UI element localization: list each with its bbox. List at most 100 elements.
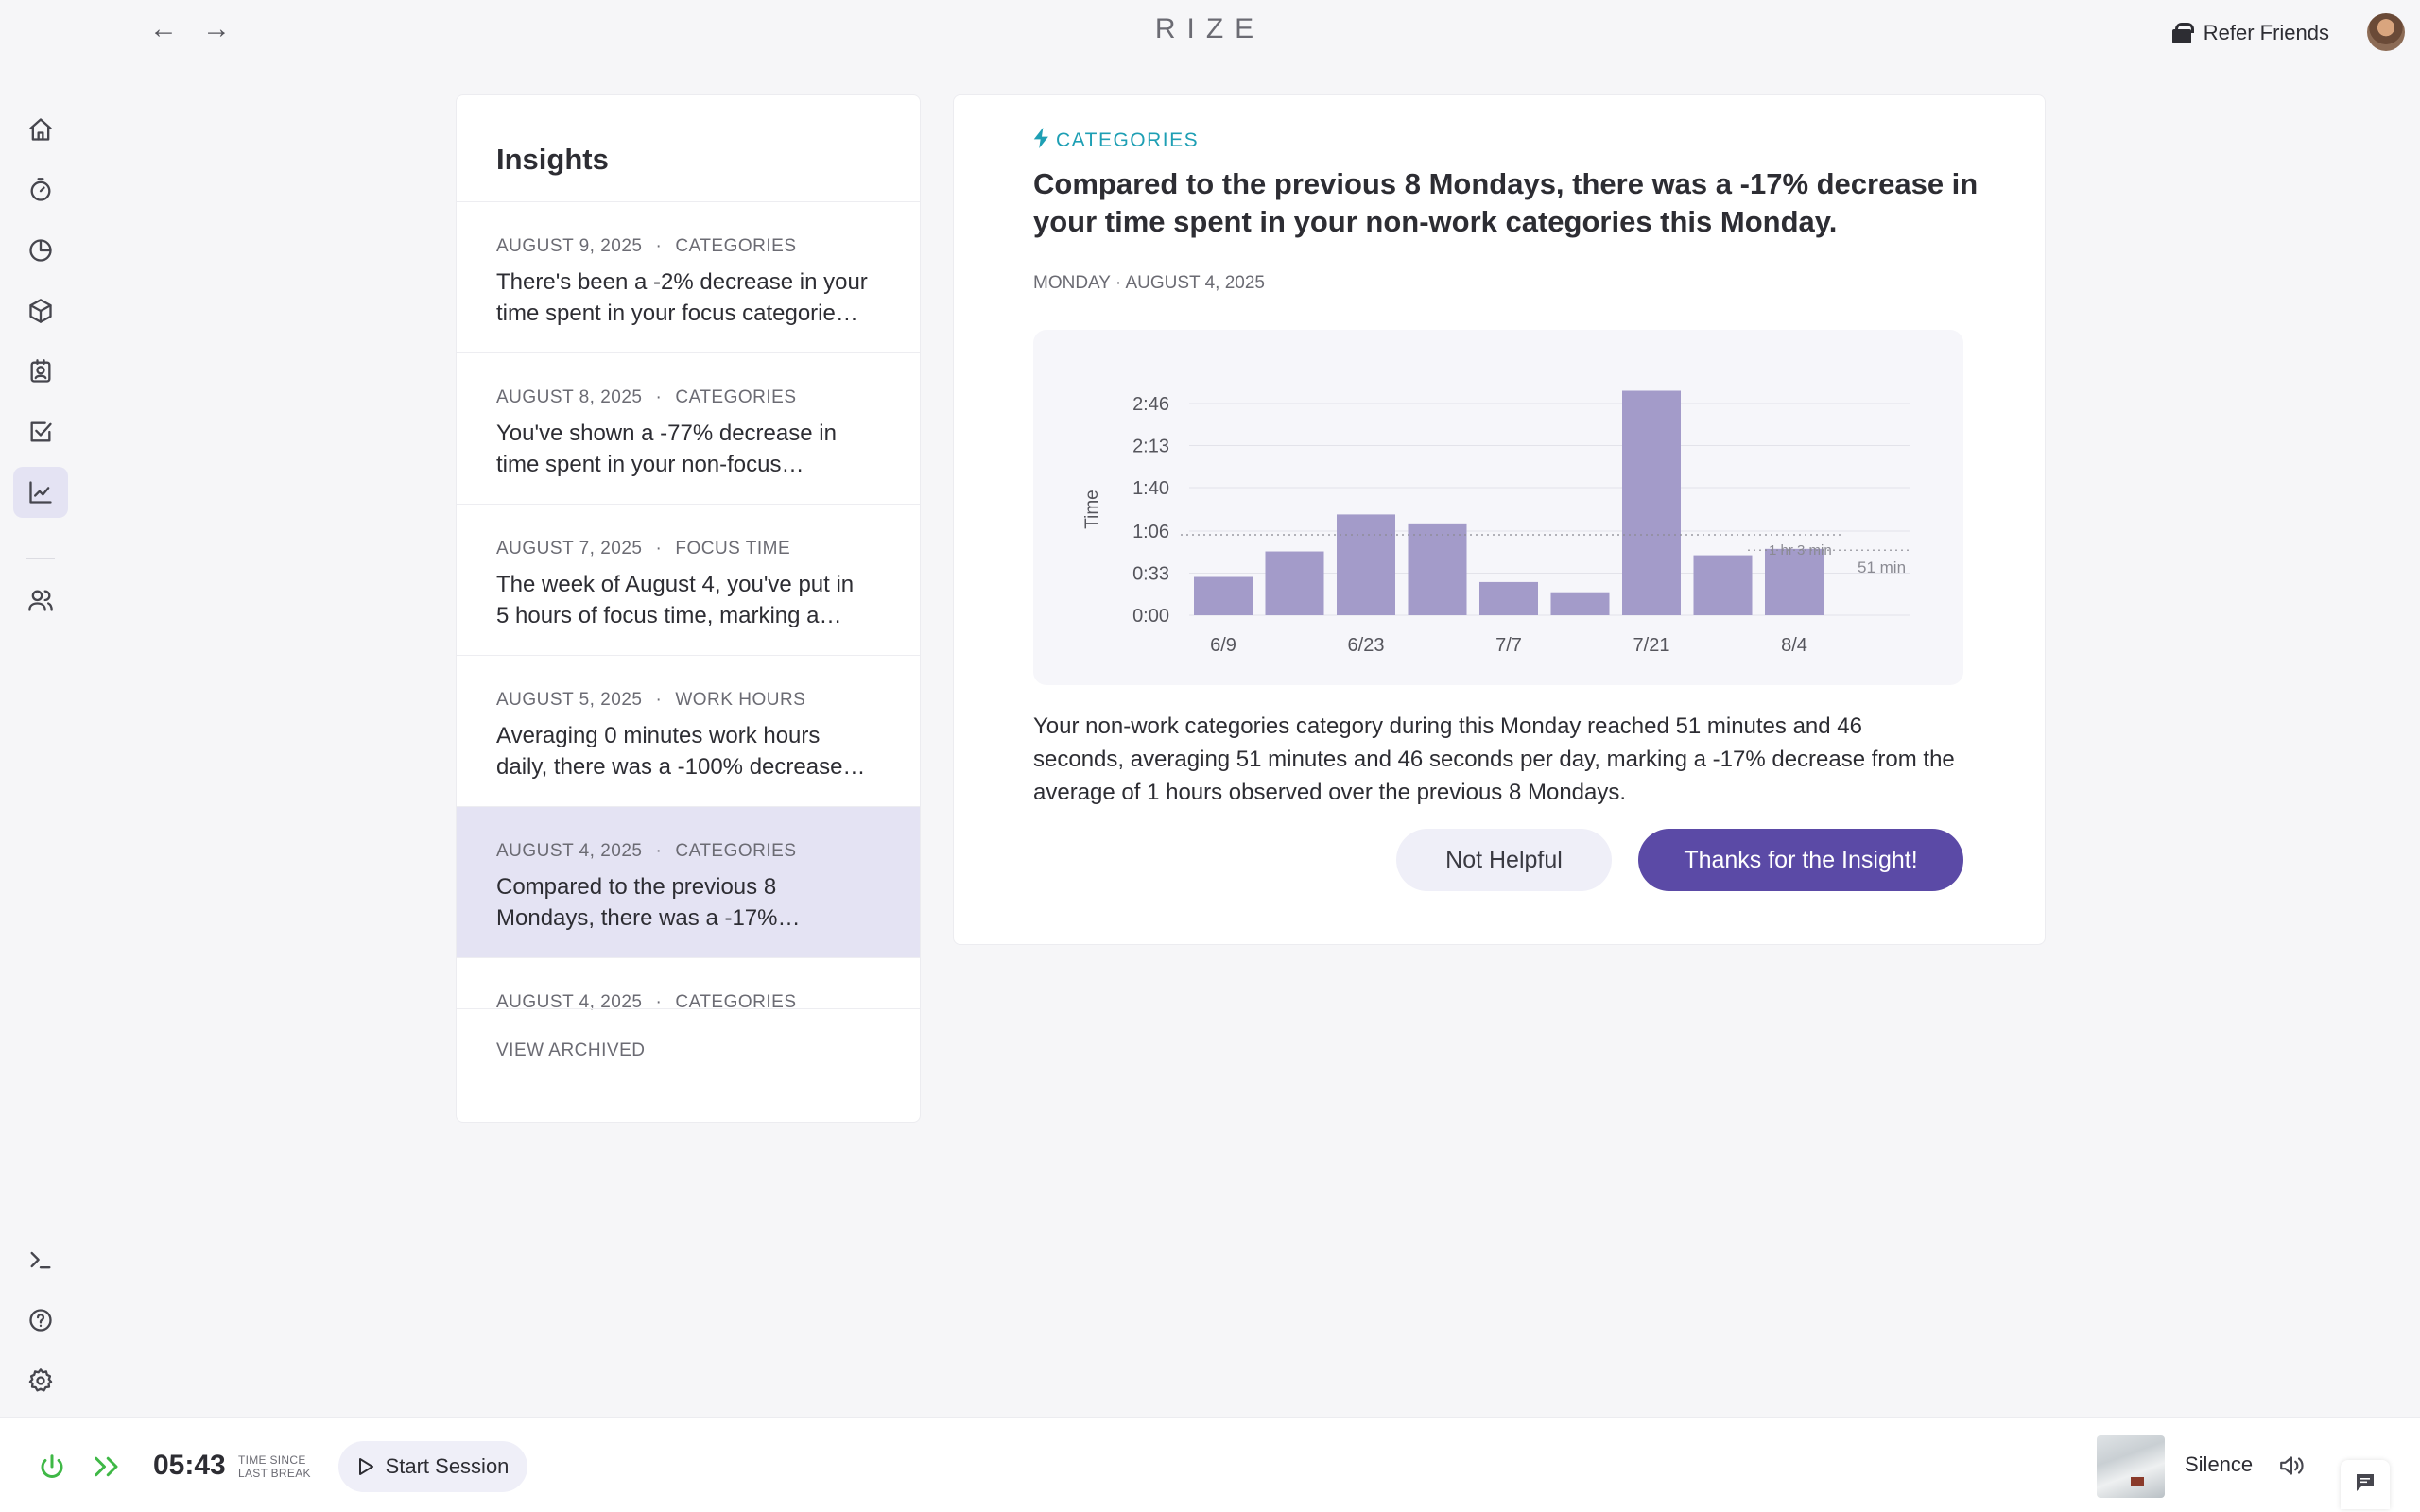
chart-bar xyxy=(1550,592,1610,615)
insights-list-panel: Insights AUGUST 9, 2025 · CATEGORIES There… xyxy=(456,94,921,1123)
sidebar-item-tasks[interactable] xyxy=(13,406,68,457)
play-icon xyxy=(357,1457,374,1476)
timer-label-line: TIME SINCE xyxy=(238,1453,306,1467)
item-category: CATEGORIES xyxy=(675,992,797,1012)
item-date: AUGUST 8, 2025 xyxy=(496,387,643,407)
line-chart-icon xyxy=(29,481,52,504)
box-icon xyxy=(29,299,52,323)
view-archived-link[interactable]: VIEW ARCHIVED xyxy=(496,1040,646,1060)
pie-chart-icon xyxy=(29,239,52,262)
item-text-line: Compared to the previous 8 xyxy=(496,874,777,900)
music-name: Silence xyxy=(2185,1452,2254,1476)
chat-icon xyxy=(2354,1471,2377,1499)
avatar[interactable] xyxy=(2367,13,2405,51)
item-category: WORK HOURS xyxy=(675,690,806,710)
sidebar-item-team[interactable] xyxy=(13,575,68,626)
item-text-line: There's been a -2% decrease in your xyxy=(496,269,868,295)
item-date: AUGUST 4, 2025 xyxy=(496,992,643,1012)
item-text-line: time spent in your focus categorie… xyxy=(496,301,858,326)
not-helpful-button[interactable]: Not Helpful xyxy=(1396,829,1612,891)
sidebar-item-home[interactable] xyxy=(13,104,68,155)
back-arrow-icon[interactable]: ← xyxy=(149,13,178,44)
item-date: AUGUST 9, 2025 xyxy=(496,236,643,256)
x-tick-label: 7/21 xyxy=(1634,635,1670,656)
x-tick-label: 6/23 xyxy=(1348,635,1385,656)
item-category: CATEGORIES xyxy=(675,387,797,407)
item-date: AUGUST 4, 2025 xyxy=(496,841,643,861)
list-item[interactable]: AUGUST 9, 2025 · CATEGORIES There's been a… xyxy=(457,202,920,353)
terminal-icon xyxy=(30,1251,51,1269)
item-text: Averaging 0 minutes work hours daily, the… xyxy=(496,720,884,782)
summary-line: seconds, averaging 51 minutes and 46 sec… xyxy=(1033,747,1955,772)
sidebar-item-analytics[interactable] xyxy=(13,225,68,276)
y-tick-label: 2:13 xyxy=(1132,437,1169,457)
item-meta: AUGUST 9, 2025 · CATEGORIES xyxy=(496,236,797,256)
chart-bar xyxy=(1693,555,1753,615)
start-session-button[interactable]: Start Session xyxy=(338,1441,527,1492)
item-text-line: 5 hours of focus time, marking a… xyxy=(496,603,842,628)
timer-label: TIME SINCE LAST BREAK xyxy=(238,1453,323,1480)
item-category: FOCUS TIME xyxy=(675,539,791,558)
chart-bar xyxy=(1622,390,1681,615)
item-meta: AUGUST 8, 2025 · CATEGORIES xyxy=(496,387,797,407)
x-tick-label: 6/9 xyxy=(1210,635,1236,656)
list-item[interactable]: AUGUST 8, 2025 · CATEGORIES You've shown a… xyxy=(457,353,920,505)
chart-bar xyxy=(1265,551,1324,615)
sidebar-item-timer[interactable] xyxy=(13,164,68,215)
contact-icon xyxy=(30,359,51,383)
chart-bar xyxy=(1408,523,1467,615)
y-tick-label: 1:06 xyxy=(1132,522,1169,542)
y-axis-label: Time xyxy=(1082,490,1102,529)
insight-detail-panel: CATEGORIES Compared to the previous 8 Mo… xyxy=(953,94,2046,945)
insights-list[interactable]: AUGUST 9, 2025 · CATEGORIES There's been a… xyxy=(457,202,920,1104)
list-divider xyxy=(457,1008,920,1009)
sidebar-divider xyxy=(26,558,55,559)
item-text-line: The week of August 4, you've put in xyxy=(496,572,855,597)
fast-forward-icon[interactable] xyxy=(93,1453,121,1480)
refer-friends-button[interactable]: Refer Friends xyxy=(2171,21,2329,45)
item-date: AUGUST 7, 2025 xyxy=(496,539,643,558)
speaker-icon[interactable] xyxy=(2278,1452,2307,1479)
refer-friends-label: Refer Friends xyxy=(2203,21,2329,44)
x-tick-label: 8/4 xyxy=(1781,635,1807,656)
chart-bar xyxy=(1765,548,1824,615)
bolt-icon xyxy=(1033,128,1050,154)
help-icon xyxy=(29,1309,52,1332)
sidebar-item-settings[interactable] xyxy=(13,1355,68,1406)
y-tick-label: 0:00 xyxy=(1132,606,1169,627)
item-category: CATEGORIES xyxy=(675,841,797,861)
timer-icon xyxy=(30,178,51,201)
list-item-selected[interactable]: AUGUST 4, 2025 · CATEGORIES Compared to th… xyxy=(457,807,920,958)
item-category: CATEGORIES xyxy=(675,236,797,256)
sidebar-item-projects[interactable] xyxy=(13,285,68,336)
home-icon xyxy=(29,118,52,141)
sidebar xyxy=(0,66,81,1418)
sidebar-item-insights[interactable] xyxy=(13,467,68,518)
insights-title: Insights xyxy=(496,143,609,176)
chat-button[interactable] xyxy=(2341,1460,2390,1509)
item-meta: AUGUST 4, 2025 · CATEGORIES xyxy=(496,992,797,1012)
checkbox-icon xyxy=(30,421,52,442)
x-tick-label: 7/7 xyxy=(1495,635,1522,656)
gift-icon xyxy=(2171,23,2194,43)
power-icon[interactable] xyxy=(38,1452,66,1481)
bottom-bar: 05:43 TIME SINCE LAST BREAK Start Sessio… xyxy=(0,1418,2420,1512)
music-thumbnail[interactable] xyxy=(2097,1435,2165,1498)
tag-label: CATEGORIES xyxy=(1056,129,1200,151)
summary-line: average of 1 hours observed over the pre… xyxy=(1033,780,1627,805)
list-item[interactable]: AUGUST 5, 2025 · WORK HOURS Averaging 0 mi… xyxy=(457,656,920,807)
item-text: The week of August 4, you've put in 5 hou… xyxy=(496,569,884,631)
list-item[interactable]: AUGUST 7, 2025 · FOCUS TIME The week of Au… xyxy=(457,505,920,656)
chart-bar xyxy=(1194,576,1253,615)
users-icon xyxy=(28,590,53,611)
headline-line: your time spent in your non-work categor… xyxy=(1033,205,1838,238)
item-text: You've shown a -77% decrease in time spen… xyxy=(496,418,884,480)
sidebar-item-help[interactable] xyxy=(13,1295,68,1346)
list-item[interactable]: AUGUST 4, 2025 · CATEGORIES xyxy=(457,958,920,1104)
thanks-button[interactable]: Thanks for the Insight! xyxy=(1638,829,1963,891)
item-text-line: time spent in your non-focus… xyxy=(496,452,804,477)
sidebar-item-clients[interactable] xyxy=(13,346,68,397)
sidebar-item-terminal[interactable] xyxy=(13,1234,68,1285)
forward-arrow-icon[interactable]: → xyxy=(202,13,231,44)
